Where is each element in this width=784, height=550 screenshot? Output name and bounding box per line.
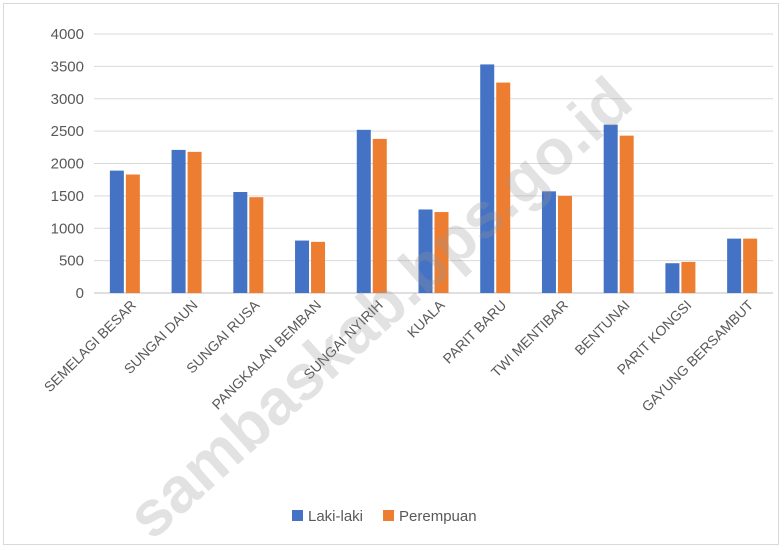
y-tick-label: 2500 — [51, 123, 84, 140]
bar-perempuan — [496, 82, 511, 293]
bar-perempuan — [681, 261, 696, 293]
bar-laki-laki — [418, 209, 433, 293]
y-tick-label: 0 — [76, 285, 84, 302]
gridlines — [94, 33, 773, 294]
bar-laki-laki — [109, 170, 124, 293]
bar-chart: 0 500 1000 1500 2000 2500 3000 3500 4000 SEMELAG… — [41, 26, 773, 546]
legend: Laki-laki Perempuan — [292, 508, 477, 525]
bar-perempuan — [187, 151, 202, 293]
chart-frame: 0 500 1000 1500 2000 2500 3000 3500 4000 SEMELAG… — [3, 3, 779, 546]
legend-label: Laki-laki — [308, 508, 363, 525]
y-tick-label: 4000 — [51, 26, 84, 43]
bar-perempuan — [434, 212, 449, 293]
y-tick-label: 2000 — [51, 156, 84, 173]
bar-perempuan — [743, 238, 758, 293]
legend-swatch — [383, 510, 395, 521]
bar-perempuan — [372, 138, 387, 293]
bar-perempuan — [125, 174, 140, 293]
bar-laki-laki — [480, 64, 495, 293]
legend-swatch — [292, 510, 303, 521]
bar-perempuan — [311, 241, 326, 293]
y-tick-label: 500 — [59, 253, 84, 270]
x-category-label: BENTUNAI — [571, 297, 632, 358]
y-axis-ticks: 0 500 1000 1500 2000 2500 3000 3500 4000 — [51, 26, 84, 302]
bar-laki-laki — [541, 191, 556, 293]
bar-perempuan — [249, 197, 264, 293]
bar-laki-laki — [295, 240, 310, 293]
y-tick-label: 1500 — [51, 188, 84, 205]
bar-laki-laki — [665, 263, 680, 293]
legend-label: Perempuan — [399, 508, 477, 525]
bar-perempuan — [619, 135, 634, 293]
x-category-label: PARIT BARU — [440, 297, 510, 367]
x-category-label: GAYUNG BERSAMBUT — [638, 296, 756, 414]
bar-laki-laki — [171, 149, 186, 293]
y-tick-label: 3000 — [51, 91, 84, 108]
y-tick-label: 3500 — [51, 58, 84, 75]
bar-laki-laki — [356, 129, 371, 293]
y-tick-label: 1000 — [51, 220, 84, 237]
bar-perempuan — [557, 195, 572, 293]
x-category-label: SEMELAGI BESAR — [41, 297, 139, 395]
bars — [109, 64, 758, 294]
bar-laki-laki — [233, 191, 248, 293]
bar-laki-laki — [727, 238, 742, 293]
bar-laki-laki — [603, 124, 618, 294]
